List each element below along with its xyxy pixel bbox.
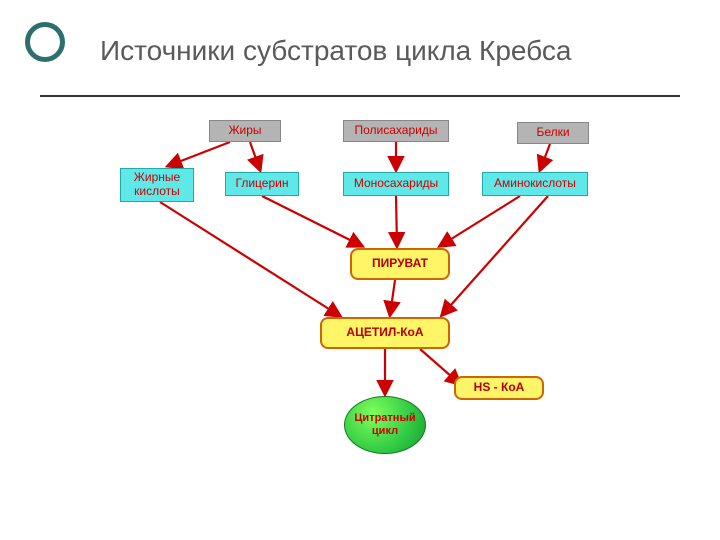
node-citrate: Цитратныйцикл <box>344 396 426 454</box>
node-amino: Аминокислоты <box>482 172 588 196</box>
title-underline <box>40 95 680 97</box>
node-fattyacids: Жирныекислоты <box>120 168 194 202</box>
page-title: Источники субстратов цикла Кребса <box>100 35 680 67</box>
node-polysac: Полисахариды <box>343 120 449 142</box>
edge-monosac-pyruvate <box>396 196 397 246</box>
edge-acetyl-hskoa <box>420 349 460 384</box>
node-hskoa: HS - КоА <box>454 376 544 400</box>
title-bullet-icon <box>25 22 65 62</box>
edge-amino-pyruvate <box>440 196 520 246</box>
edge-amino-acetyl <box>442 196 548 315</box>
edge-fattyacids-acetyl <box>160 202 340 316</box>
edge-fats-glycerin <box>250 142 260 170</box>
edge-pyruvate-acetyl <box>390 280 395 315</box>
node-pyruvate: ПИРУВАТ <box>350 248 450 280</box>
node-proteins: Белки <box>517 122 589 144</box>
node-fats: Жиры <box>209 120 281 142</box>
node-glycerin: Глицерин <box>225 172 299 196</box>
diagram-canvas: Жиры Полисахариды Белки Жирныекислоты Глицер… <box>0 100 720 540</box>
node-monosac: Моносахариды <box>343 172 449 196</box>
node-acetyl: АЦЕТИЛ-КоА <box>320 317 450 349</box>
edge-proteins-amino <box>540 144 550 170</box>
edge-fats-fattyacids <box>168 142 230 166</box>
edge-glycerin-pyruvate <box>262 196 362 246</box>
